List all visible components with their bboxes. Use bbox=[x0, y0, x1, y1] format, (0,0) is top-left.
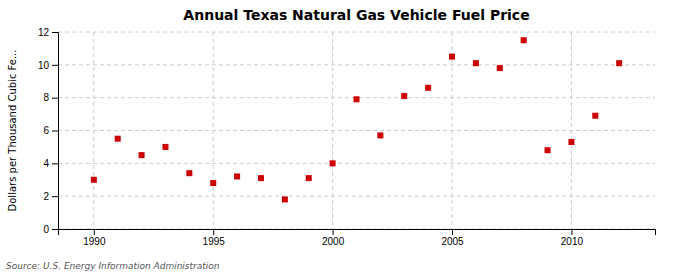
x-axis: 1990 1995 2000 2005 2010 bbox=[59, 229, 656, 247]
x-grid-line bbox=[93, 32, 94, 229]
point bbox=[521, 37, 527, 43]
x-tick: 2010 bbox=[561, 229, 584, 247]
point bbox=[568, 139, 574, 145]
x-tick-label: 2010 bbox=[561, 236, 584, 247]
x-tick-label: 2005 bbox=[441, 236, 464, 247]
y-tick-label: 0 bbox=[43, 224, 49, 235]
point bbox=[377, 132, 383, 138]
y-tick-label: 6 bbox=[43, 125, 49, 136]
y-tick-mark bbox=[52, 32, 58, 33]
y-tick: 8 bbox=[43, 92, 58, 103]
x-tick: 1990 bbox=[83, 229, 106, 247]
y-tick-mark bbox=[52, 163, 58, 164]
point bbox=[139, 152, 145, 158]
x-tick-label: 1990 bbox=[83, 236, 106, 247]
x-tick-mark bbox=[571, 229, 572, 235]
x-grid-line bbox=[213, 32, 214, 229]
point bbox=[473, 60, 479, 66]
y-tick: 0 bbox=[43, 224, 58, 235]
point bbox=[234, 173, 240, 179]
y-tick-mark bbox=[52, 196, 58, 197]
x-tick-mark bbox=[94, 229, 95, 235]
y-tick: 2 bbox=[43, 191, 58, 202]
y-tick-label: 12 bbox=[38, 27, 50, 38]
point bbox=[306, 175, 312, 181]
y-grid-line bbox=[58, 196, 655, 197]
point bbox=[258, 175, 264, 181]
point bbox=[282, 196, 288, 202]
x-grid-line bbox=[571, 32, 572, 229]
point bbox=[354, 96, 360, 102]
point bbox=[115, 136, 121, 142]
x-tick-mark bbox=[333, 229, 334, 235]
y-tick: 6 bbox=[43, 125, 58, 136]
point bbox=[186, 170, 192, 176]
y-tick: 4 bbox=[43, 158, 58, 169]
x-tick-label: 1995 bbox=[203, 236, 226, 247]
point bbox=[401, 93, 407, 99]
x-tick: 2005 bbox=[441, 229, 464, 247]
x-tick: 1995 bbox=[203, 229, 226, 247]
point bbox=[545, 147, 551, 153]
x-tick-label: 2000 bbox=[322, 236, 345, 247]
x-tick-mark bbox=[213, 229, 214, 235]
point bbox=[162, 144, 168, 150]
point bbox=[616, 60, 622, 66]
y-tick: 12 bbox=[38, 27, 58, 38]
y-tick-label: 2 bbox=[43, 191, 49, 202]
x-tick-mark bbox=[452, 229, 453, 235]
x-tick: 2000 bbox=[322, 229, 345, 247]
y-axis-line bbox=[52, 33, 59, 230]
y-axis: 0 2 4 6 8 10 12 bbox=[38, 27, 59, 235]
point bbox=[425, 85, 431, 91]
chart-title: Annual Texas Natural Gas Vehicle Fuel Pr… bbox=[183, 7, 529, 23]
x-grid-line bbox=[332, 32, 333, 229]
y-grid-line bbox=[58, 32, 655, 33]
point bbox=[497, 65, 503, 71]
points bbox=[91, 37, 622, 202]
source-note: Source: U.S. Energy Information Administ… bbox=[6, 261, 220, 271]
chart-container: 1990 1995 2000 2005 2010 0 2 4 6 8 10 12 Annual Texa… bbox=[0, 0, 675, 275]
point bbox=[330, 160, 336, 166]
y-tick-mark bbox=[52, 98, 58, 99]
y-tick-mark bbox=[52, 229, 58, 230]
y-tick-label: 4 bbox=[43, 158, 49, 169]
y-grid-line bbox=[58, 163, 655, 164]
y-tick-label: 10 bbox=[38, 60, 50, 71]
point bbox=[210, 180, 216, 186]
x-grid-line bbox=[452, 32, 453, 229]
x-axis-line bbox=[59, 230, 656, 236]
point bbox=[91, 177, 97, 183]
chart-svg: 1990 1995 2000 2005 2010 0 2 4 6 8 10 12 Annual Texa… bbox=[0, 0, 675, 275]
y-tick-mark bbox=[52, 65, 58, 66]
y-tick: 10 bbox=[38, 60, 58, 71]
grid bbox=[58, 32, 655, 229]
plot-area: 1990 1995 2000 2005 2010 0 2 4 6 8 10 12 bbox=[38, 27, 656, 247]
y-tick-label: 8 bbox=[43, 92, 49, 103]
y-grid-line bbox=[58, 130, 655, 131]
point bbox=[449, 54, 455, 60]
point bbox=[592, 113, 598, 119]
y-axis-title: Dollars per Thousand Cubic Fe... bbox=[7, 50, 18, 212]
y-tick-mark bbox=[52, 131, 58, 132]
y-grid-line bbox=[58, 64, 655, 65]
